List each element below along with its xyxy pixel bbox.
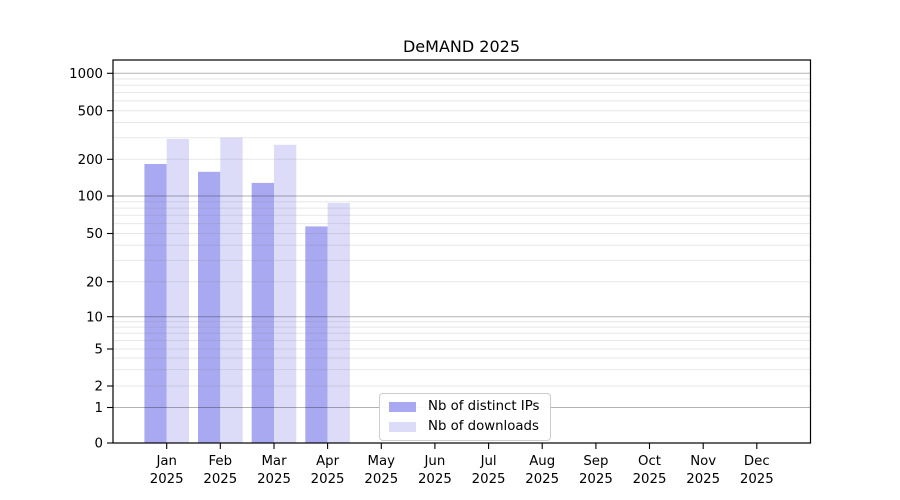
x-tick-label-may-year: 2025 (364, 472, 398, 487)
y-tick-label: 1 (95, 401, 103, 416)
x-tick-label-may: May (368, 454, 396, 469)
legend-swatch-distinct-ips (389, 402, 416, 412)
x-tick-label-jun-year: 2025 (418, 472, 452, 487)
legend-label-downloads: Nb of downloads (428, 419, 539, 434)
x-tick-label-sep-year: 2025 (579, 472, 613, 487)
y-tick-label: 50 (86, 227, 103, 242)
legend-item-distinct-ips: Nb of distinct IPs (389, 400, 539, 414)
x-tick-label-mar: Mar (261, 454, 287, 469)
x-tick-label-feb-year: 2025 (203, 472, 237, 487)
y-tick-label: 500 (78, 104, 103, 119)
bar-jan-downloads (166, 139, 189, 443)
y-tick-label: 10 (86, 310, 103, 325)
y-tick-label: 20 (86, 275, 103, 290)
y-tick-label: 0 (95, 437, 103, 452)
y-tick-label: 1000 (69, 67, 103, 82)
x-tick-label-oct-year: 2025 (633, 472, 667, 487)
x-tick-label-mar-year: 2025 (257, 472, 291, 487)
x-tick-label-jan: Jan (155, 454, 177, 469)
bar-jan-distinct-ips (144, 164, 167, 443)
y-tick-label: 100 (78, 190, 103, 205)
x-tick-label-apr: Apr (316, 454, 340, 469)
x-tick-label-jun: Jun (424, 454, 446, 469)
x-tick-label-dec: Dec (744, 454, 770, 469)
x-tick-label-nov-year: 2025 (686, 472, 720, 487)
x-tick-label-jul-year: 2025 (472, 472, 506, 487)
y-tick-label: 5 (95, 343, 103, 358)
bar-apr-distinct-ips (305, 226, 328, 443)
x-tick-label-jul: Jul (480, 454, 497, 469)
legend-item-downloads: Nb of downloads (389, 420, 539, 434)
x-tick-label-aug-year: 2025 (525, 472, 559, 487)
chart-title: DeMAND 2025 (402, 37, 520, 56)
bar-feb-distinct-ips (198, 171, 221, 444)
x-tick-label-feb: Feb (209, 454, 233, 469)
y-tick-label: 200 (78, 153, 103, 168)
x-tick-label-nov: Nov (690, 454, 716, 469)
legend-swatch-downloads (389, 422, 416, 432)
legend: Nb of distinct IPs Nb of downloads (379, 393, 552, 441)
x-tick-label-dec-year: 2025 (740, 472, 774, 487)
y-tick-label: 2 (95, 380, 103, 395)
bar-mar-downloads (274, 144, 297, 444)
bar-apr-downloads (327, 202, 350, 443)
x-tick-label-aug: Aug (529, 454, 555, 469)
x-tick-label-sep: Sep (583, 454, 608, 469)
bar-mar-distinct-ips (251, 182, 274, 443)
legend-label-distinct-ips: Nb of distinct IPs (428, 399, 540, 414)
bar-feb-downloads (220, 137, 243, 443)
plot-frame (112, 59, 812, 444)
x-tick-label-oct: Oct (638, 454, 661, 469)
x-tick-label-jan-year: 2025 (150, 472, 184, 487)
x-tick-label-apr-year: 2025 (311, 472, 345, 487)
